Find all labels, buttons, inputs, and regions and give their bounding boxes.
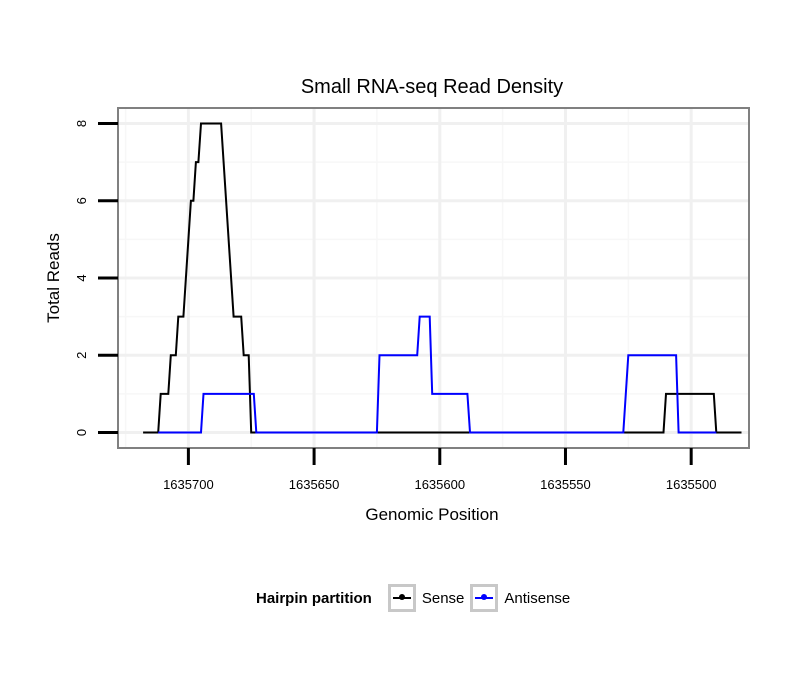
y-tick-label: 2 [74,352,89,359]
legend-label-antisense: Antisense [504,589,571,607]
legend-key-sense-icon [387,584,416,612]
y-tick-label: 6 [74,197,89,204]
y-axis-label: Total Reads [44,233,63,323]
legend: Hairpin partition Sense Antisense [256,581,576,615]
x-axis-label: Genomic Position [365,505,498,524]
x-tick-label: 1635600 [414,477,465,492]
legend-item-antisense[interactable]: Antisense [470,584,570,612]
legend-key-antisense-icon [470,584,499,612]
x-tick-label: 1635500 [666,477,717,492]
legend-item-sense[interactable]: Sense [387,584,465,612]
series-line-antisense [158,315,717,434]
x-tick-label: 1635650 [289,477,340,492]
chart-title: Small RNA-seq Read Density [301,76,563,98]
x-tick-label: 1635700 [163,477,214,492]
y-tick-label: 8 [74,120,89,127]
y-tick-label: 0 [74,429,89,436]
x-tick-label: 1635550 [540,477,591,492]
legend-label-sense: Sense [421,589,465,607]
legend-title: Hairpin partition [256,589,372,607]
y-tick-label: 4 [74,274,89,281]
